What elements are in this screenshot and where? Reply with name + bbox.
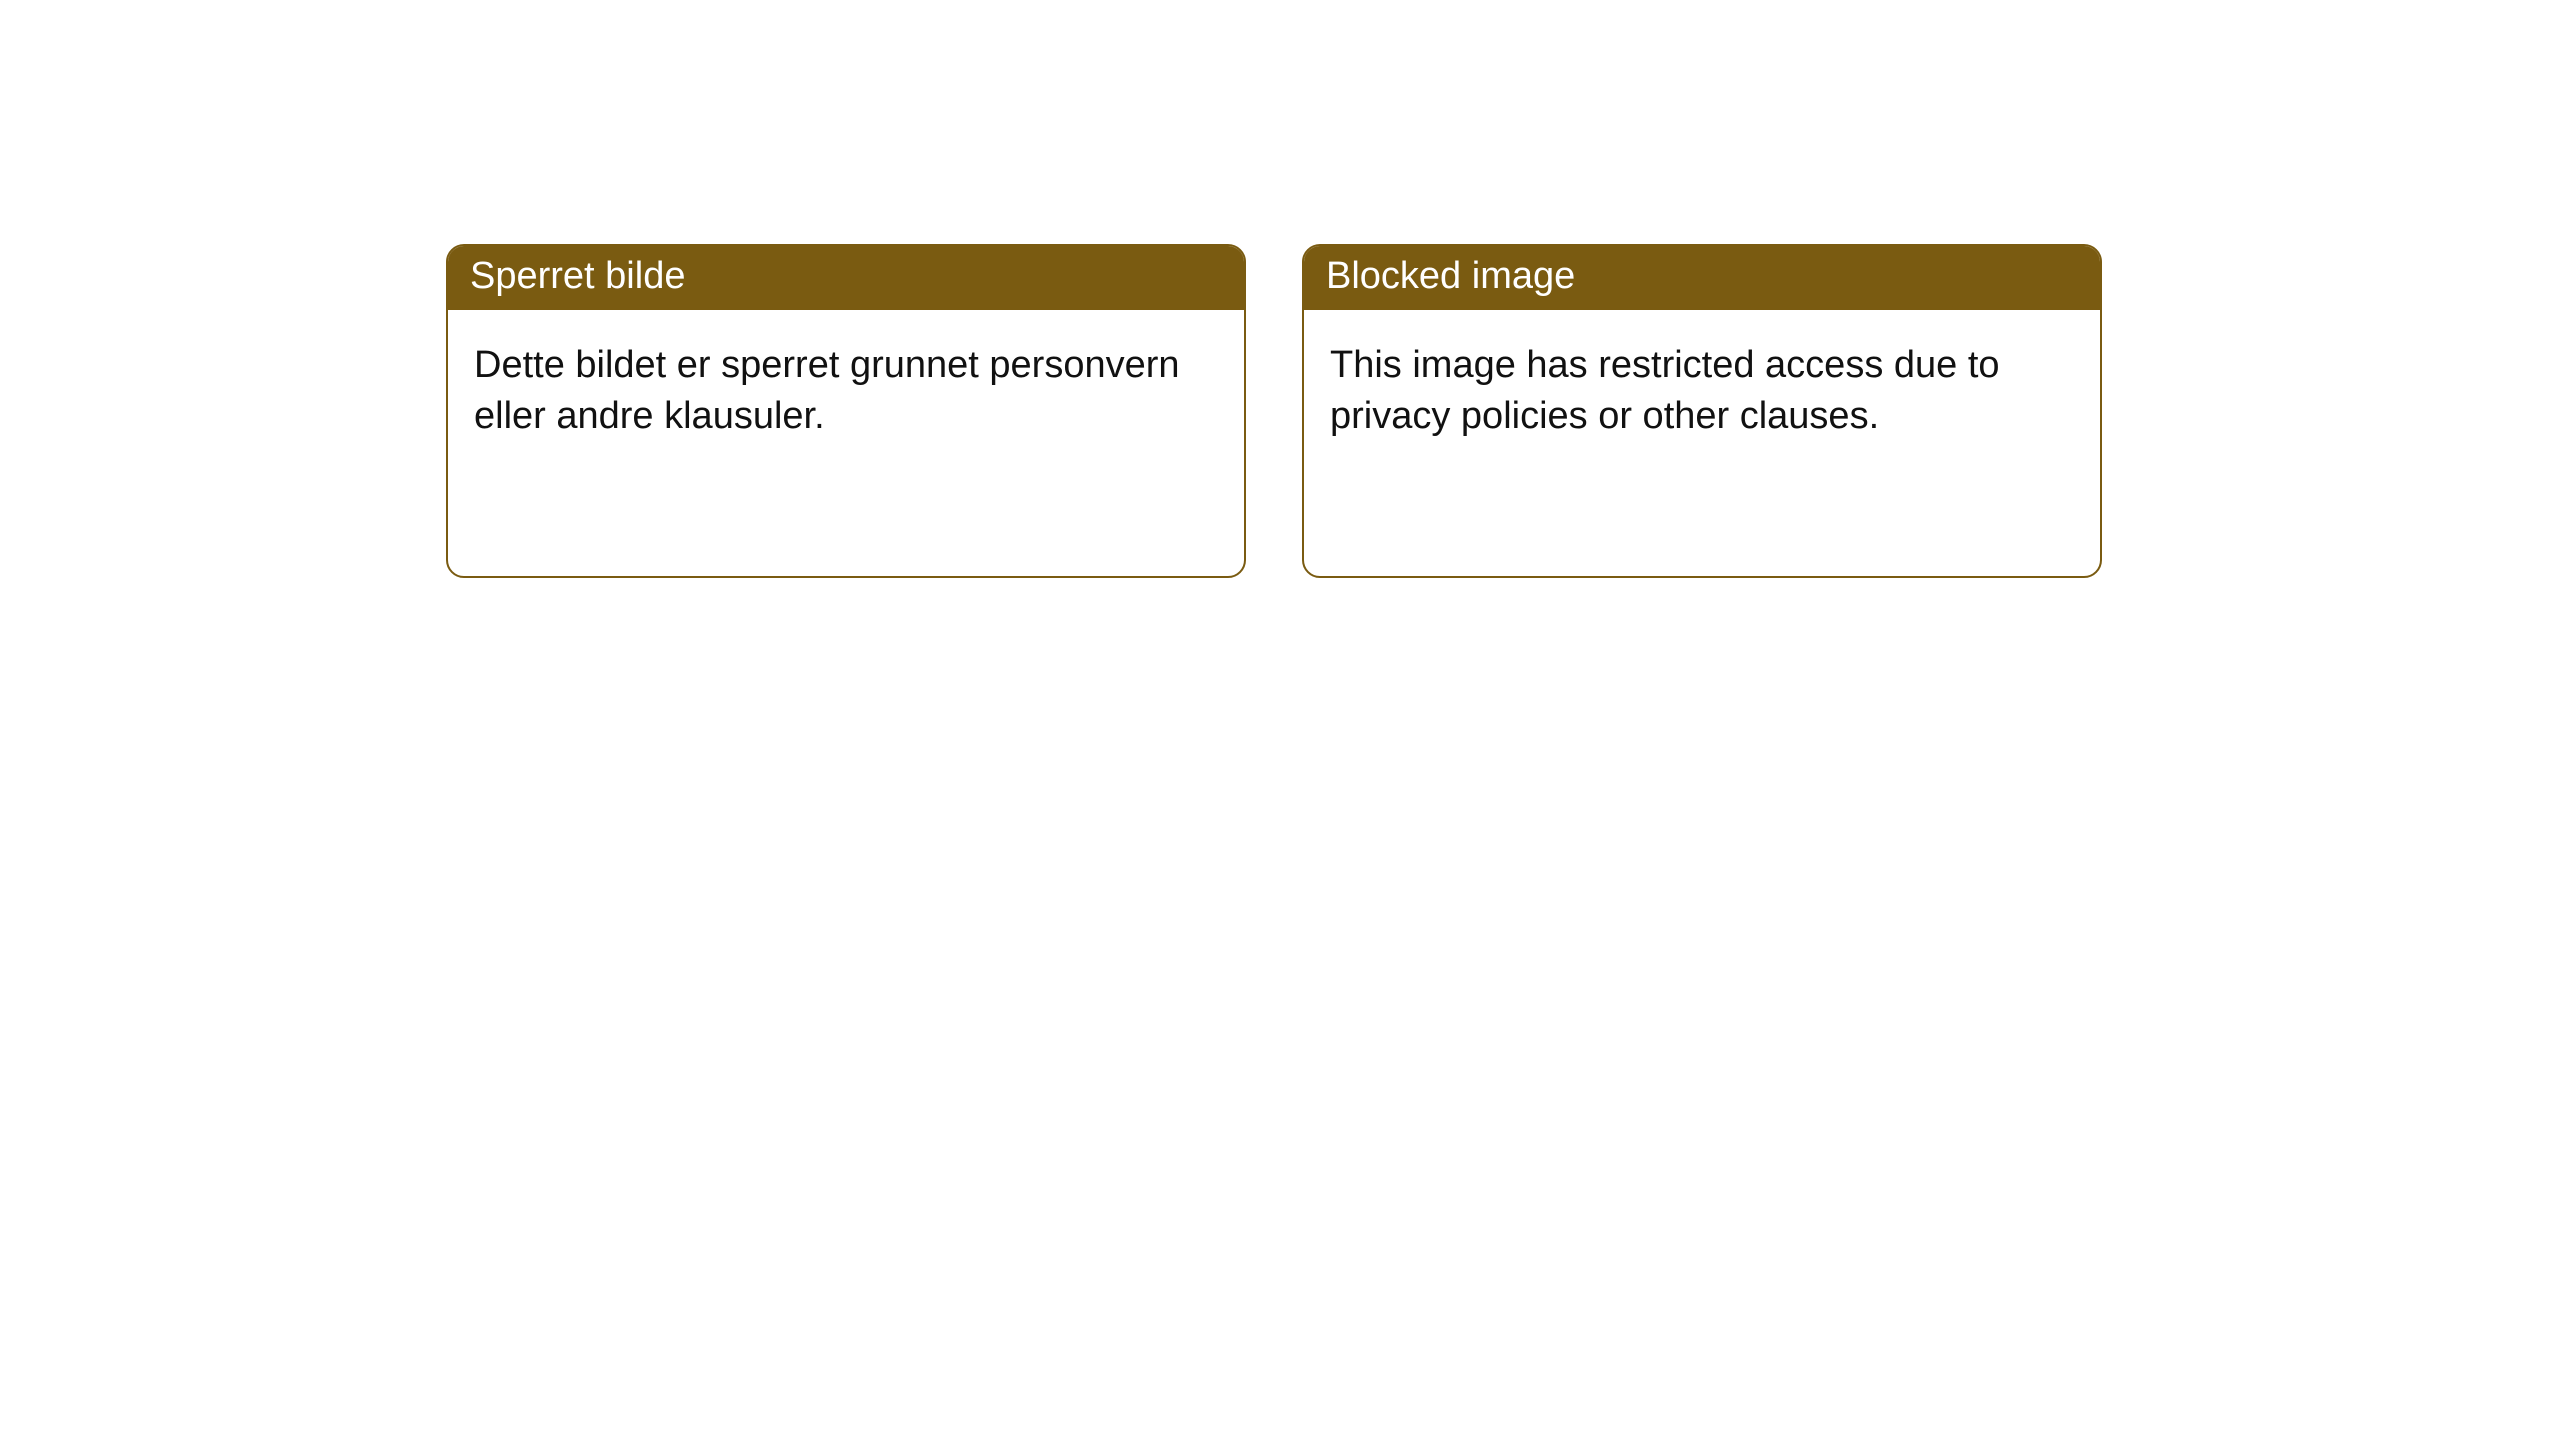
page-root: Sperret bilde Dette bildet er sperret gr…: [0, 0, 2560, 1440]
notice-card-en: Blocked image This image has restricted …: [1302, 244, 2102, 578]
notice-header-en: Blocked image: [1304, 246, 2100, 310]
notice-body-no: Dette bildet er sperret grunnet personve…: [448, 310, 1244, 469]
notice-card-no: Sperret bilde Dette bildet er sperret gr…: [446, 244, 1246, 578]
notice-header-no: Sperret bilde: [448, 246, 1244, 310]
notice-body-en: This image has restricted access due to …: [1304, 310, 2100, 469]
